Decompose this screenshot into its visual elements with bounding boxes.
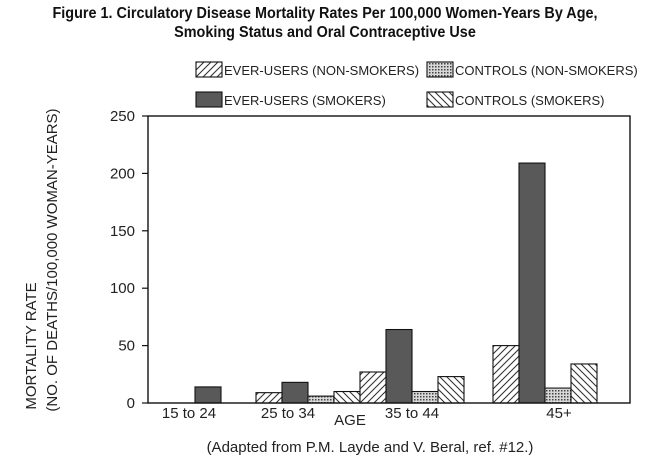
legend-item: EVER-USERS (NON-SMOKERS) [195,61,419,78]
y-tick-label: 50 [118,338,135,355]
bar-ever-users-non-smokers-45- [492,345,520,404]
x-axis-ticks: 15 to 24 25 to 34 35 to 44 45+ [162,405,572,422]
y-tick-label: 100 [110,280,135,297]
bar-ever-users-smokers-45- [518,162,546,404]
legend-swatch [195,91,223,108]
bar-ever-users-smokers-25-to-34 [281,381,309,404]
y-tick-label: 250 [110,108,135,125]
y-axis-label: MORTALITY RATE (NO. OF DEATHS/100,000 WO… [23,108,61,411]
bar-controls-non-smokers-35-to-44 [411,390,439,404]
bar-ever-users-non-smokers-25-to-34 [255,392,283,404]
bar-controls-non-smokers-25-to-34 [307,395,335,404]
legend-swatch [426,91,454,108]
y-tick-label: 150 [110,223,135,240]
legend-item: EVER-USERS (SMOKERS) [195,91,386,108]
legend-label: CONTROLS (NON-SMOKERS) [455,63,638,78]
source-note: (Adapted from P.M. Layde and V. Beral, r… [207,439,534,456]
x-tick-label: 35 to 44 [385,405,439,422]
chart-title-line-1: Figure 1. Circulatory Disease Mortality … [52,5,598,22]
bar-controls-smokers-35-to-44 [437,376,465,404]
bar-ever-users-smokers-15-to-24 [194,386,222,404]
bar-ever-users-smokers-35-to-44 [385,328,413,404]
legend-item: CONTROLS (NON-SMOKERS) [426,61,638,78]
x-tick-label: 45+ [546,405,572,422]
y-axis-ticks: 0 50 100 150 200 250 [110,108,148,412]
legend-swatch [426,61,454,78]
legend-swatch [195,61,223,78]
bar-controls-smokers-25-to-34 [333,390,361,404]
bar-controls-non-smokers-45- [544,387,572,404]
x-tick-label: 25 to 34 [261,405,315,422]
x-axis-label: AGE [334,412,366,429]
y-tick-label: 0 [127,395,135,412]
legend-label: CONTROLS (SMOKERS) [455,93,605,108]
plot-frame [147,115,631,404]
y-axis-label-line-1: MORTALITY RATE [23,282,40,409]
legend-label: EVER-USERS (NON-SMOKERS) [224,63,419,78]
legend: EVER-USERS (NON-SMOKERS) CONTROLS (NON-SM… [195,61,638,108]
y-axis-label-line-2: (NO. OF DEATHS/100,000 WOMAN-YEARS) [44,108,61,411]
bars [194,162,598,404]
legend-label: EVER-USERS (SMOKERS) [224,93,386,108]
chart-title-line-2: Smoking Status and Oral Contraceptive Us… [174,24,476,41]
chart-title: Figure 1. Circulatory Disease Mortality … [33,4,618,42]
x-tick-label: 15 to 24 [162,405,216,422]
bar-ever-users-non-smokers-35-to-44 [359,371,387,404]
legend-item: CONTROLS (SMOKERS) [426,91,605,108]
bar-controls-smokers-45- [570,363,598,404]
y-tick-label: 200 [110,165,135,182]
